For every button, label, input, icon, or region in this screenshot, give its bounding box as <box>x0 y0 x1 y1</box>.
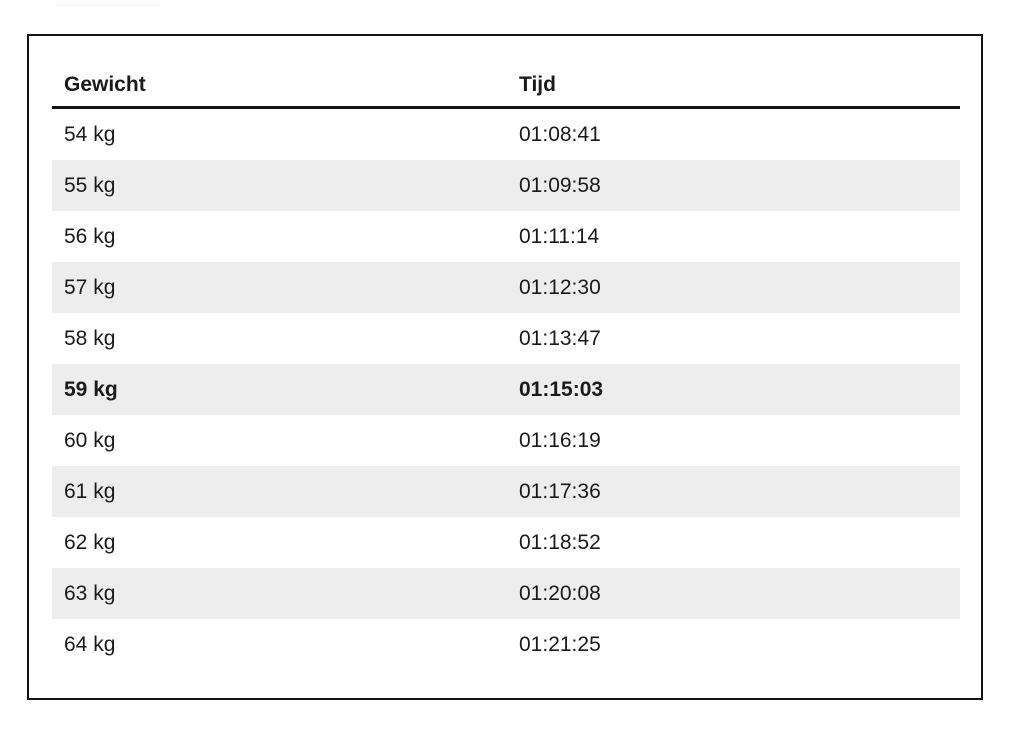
gewicht-cell: 57 kg <box>64 276 116 299</box>
table-row: 60 kg 01:16:19 <box>52 415 960 466</box>
gewicht-cell: 62 kg <box>64 531 116 554</box>
table-row: 63 kg 01:20:08 <box>52 568 960 619</box>
table-row: 55 kg 01:09:58 <box>52 160 960 211</box>
tijd-cell: 01:18:52 <box>519 531 601 554</box>
table-row: 54 kg 01:08:41 <box>52 109 960 160</box>
table-header-row: Gewicht Tijd <box>52 36 960 109</box>
table-row: 61 kg 01:17:36 <box>52 466 960 517</box>
gewicht-cell: 56 kg <box>64 225 116 248</box>
tijd-cell: 01:20:08 <box>519 582 601 605</box>
pace-table: Gewicht Tijd 54 kg 01:08:41 55 kg 01:09:… <box>52 36 960 670</box>
tijd-cell: 01:09:58 <box>519 174 601 197</box>
table-row: 64 kg 01:21:25 <box>52 619 960 670</box>
tijd-cell: 01:17:36 <box>519 480 601 503</box>
gewicht-cell: 58 kg <box>64 327 116 350</box>
tijd-cell: 01:21:25 <box>519 633 601 656</box>
table-row: 62 kg 01:18:52 <box>52 517 960 568</box>
column-header-gewicht: Gewicht <box>64 73 146 96</box>
table-body: 54 kg 01:08:41 55 kg 01:09:58 56 kg 01:1… <box>52 109 960 670</box>
tijd-cell: 01:16:19 <box>519 429 601 452</box>
gewicht-cell: 60 kg <box>64 429 116 452</box>
gewicht-cell: 63 kg <box>64 582 116 605</box>
gewicht-cell: 54 kg <box>64 123 116 146</box>
table-row: 58 kg 01:13:47 <box>52 313 960 364</box>
top-left-artifact <box>56 0 160 7</box>
gewicht-cell: 61 kg <box>64 480 116 503</box>
table-card: Gewicht Tijd 54 kg 01:08:41 55 kg 01:09:… <box>27 34 983 700</box>
gewicht-cell: 64 kg <box>64 633 116 656</box>
gewicht-cell: 55 kg <box>64 174 116 197</box>
table-row: 56 kg 01:11:14 <box>52 211 960 262</box>
tijd-cell: 01:15:03 <box>519 378 604 401</box>
tijd-cell: 01:08:41 <box>519 123 601 146</box>
tijd-cell: 01:12:30 <box>519 276 601 299</box>
table-row: 57 kg 01:12:30 <box>52 262 960 313</box>
column-header-tijd: Tijd <box>519 73 556 96</box>
gewicht-cell: 59 kg <box>64 378 118 401</box>
table-row: 59 kg 01:15:03 <box>52 364 960 415</box>
tijd-cell: 01:13:47 <box>519 327 601 350</box>
tijd-cell: 01:11:14 <box>519 225 600 248</box>
